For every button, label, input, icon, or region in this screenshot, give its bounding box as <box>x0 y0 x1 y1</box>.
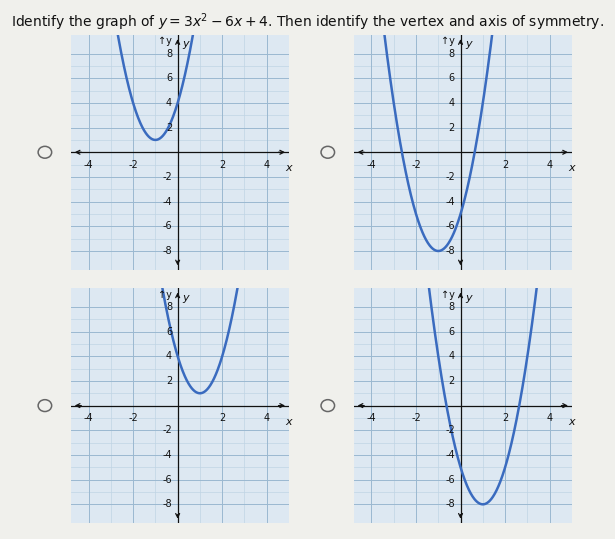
Text: x: x <box>569 163 575 174</box>
Text: 6: 6 <box>449 73 455 83</box>
Text: -2: -2 <box>129 160 138 170</box>
Text: 8: 8 <box>166 49 172 59</box>
Text: -8: -8 <box>445 246 455 256</box>
Text: y: y <box>182 39 189 50</box>
Text: -4: -4 <box>84 160 93 170</box>
Text: 4: 4 <box>166 98 172 108</box>
Text: -4: -4 <box>445 450 455 460</box>
Text: 8: 8 <box>166 302 172 312</box>
Text: 4: 4 <box>166 351 172 361</box>
Text: 4: 4 <box>264 413 270 423</box>
Text: -4: -4 <box>162 197 172 206</box>
Text: x: x <box>569 417 575 427</box>
Text: 2: 2 <box>449 122 455 133</box>
Text: -2: -2 <box>162 425 172 436</box>
Text: -2: -2 <box>162 172 172 182</box>
Text: -4: -4 <box>367 413 376 423</box>
Text: -2: -2 <box>445 425 455 436</box>
Text: -4: -4 <box>84 413 93 423</box>
Text: -6: -6 <box>445 475 455 485</box>
Text: 4: 4 <box>264 160 270 170</box>
Text: y: y <box>465 293 472 303</box>
Text: 2: 2 <box>502 160 508 170</box>
Text: 4: 4 <box>547 160 553 170</box>
Text: 2: 2 <box>449 376 455 386</box>
Text: 4: 4 <box>449 351 455 361</box>
Text: ↑y: ↑y <box>442 36 455 46</box>
Text: -2: -2 <box>411 160 421 170</box>
Text: -8: -8 <box>162 246 172 256</box>
Text: -2: -2 <box>129 413 138 423</box>
Text: ↑y: ↑y <box>159 289 172 300</box>
Text: 6: 6 <box>166 327 172 336</box>
Text: -2: -2 <box>411 413 421 423</box>
Text: -6: -6 <box>162 222 172 231</box>
Text: ↑y: ↑y <box>442 289 455 300</box>
Text: -4: -4 <box>162 450 172 460</box>
Text: Identify the graph of $y=3x^2-6x+4$. Then identify the vertex and axis of symmet: Identify the graph of $y=3x^2-6x+4$. The… <box>11 12 604 33</box>
Text: 4: 4 <box>547 413 553 423</box>
Text: -8: -8 <box>445 499 455 509</box>
Text: y: y <box>182 293 189 303</box>
Text: -8: -8 <box>162 499 172 509</box>
Text: 2: 2 <box>219 160 225 170</box>
Text: 2: 2 <box>502 413 508 423</box>
Text: 6: 6 <box>166 73 172 83</box>
Text: 8: 8 <box>449 49 455 59</box>
Text: 4: 4 <box>449 98 455 108</box>
Text: 2: 2 <box>219 413 225 423</box>
Text: x: x <box>286 417 292 427</box>
Text: 2: 2 <box>166 122 172 133</box>
Text: y: y <box>465 39 472 50</box>
Text: ↑y: ↑y <box>159 36 172 46</box>
Text: -6: -6 <box>445 222 455 231</box>
Text: -4: -4 <box>445 197 455 206</box>
Text: 8: 8 <box>449 302 455 312</box>
Text: 2: 2 <box>166 376 172 386</box>
Text: -2: -2 <box>445 172 455 182</box>
Text: -4: -4 <box>367 160 376 170</box>
Text: 6: 6 <box>449 327 455 336</box>
Text: x: x <box>286 163 292 174</box>
Text: -6: -6 <box>162 475 172 485</box>
